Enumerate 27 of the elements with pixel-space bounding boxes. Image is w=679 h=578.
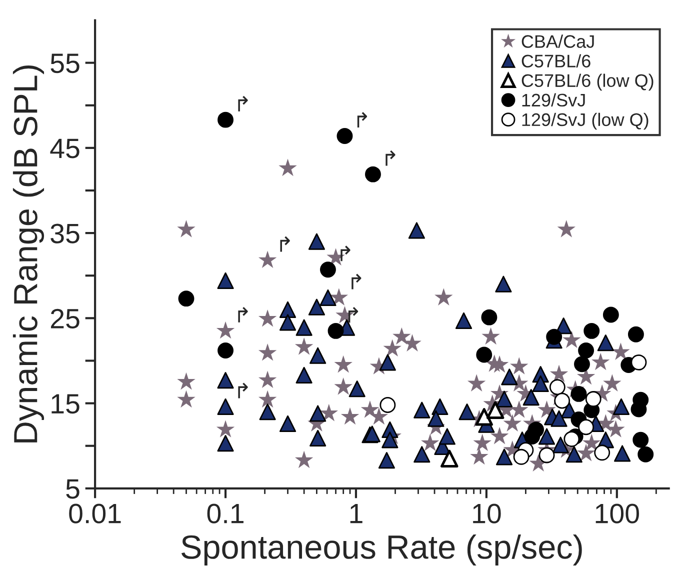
annotation: ↱ xyxy=(386,150,396,166)
y-tick-label: 5 xyxy=(66,479,80,499)
annotation: ↱ xyxy=(357,112,368,128)
y-tick-label: 35 xyxy=(50,224,80,244)
legend-label: C57BL/6 (low Q) xyxy=(522,74,654,91)
x-tick-label: 0.1 xyxy=(207,504,244,524)
x-tick-label: 0.01 xyxy=(69,504,121,524)
y-axis-title: Dynamic Range (dB SPL) xyxy=(12,66,44,442)
y-tick-label: 15 xyxy=(52,394,80,414)
annotation: ↱ xyxy=(238,96,248,112)
annotation: ↱ xyxy=(348,306,358,322)
annotation: ↱ xyxy=(352,274,362,290)
x-tick-label: 1 xyxy=(350,504,362,524)
annotation: ↱ xyxy=(238,382,248,398)
annotation: ↱ xyxy=(238,306,248,322)
legend-label: 129/SvJ (low Q) xyxy=(522,112,648,130)
x-axis-title: Spontaneous Rate (sp/sec) xyxy=(181,534,582,566)
y-tick-label: 45 xyxy=(50,138,80,158)
legend-label: C57BL/6 xyxy=(522,54,590,68)
legend-label: 129/SvJ xyxy=(522,93,585,107)
y-tick-label: 25 xyxy=(50,308,80,328)
annotation: ↱ xyxy=(280,236,290,252)
legend-label: CBA/CaJ xyxy=(522,34,594,48)
x-tick-label: 100 xyxy=(596,504,639,524)
x-tick-label: 10 xyxy=(473,504,501,524)
y-tick-label: 55 xyxy=(50,54,80,74)
annotation: ↱ xyxy=(340,246,350,262)
